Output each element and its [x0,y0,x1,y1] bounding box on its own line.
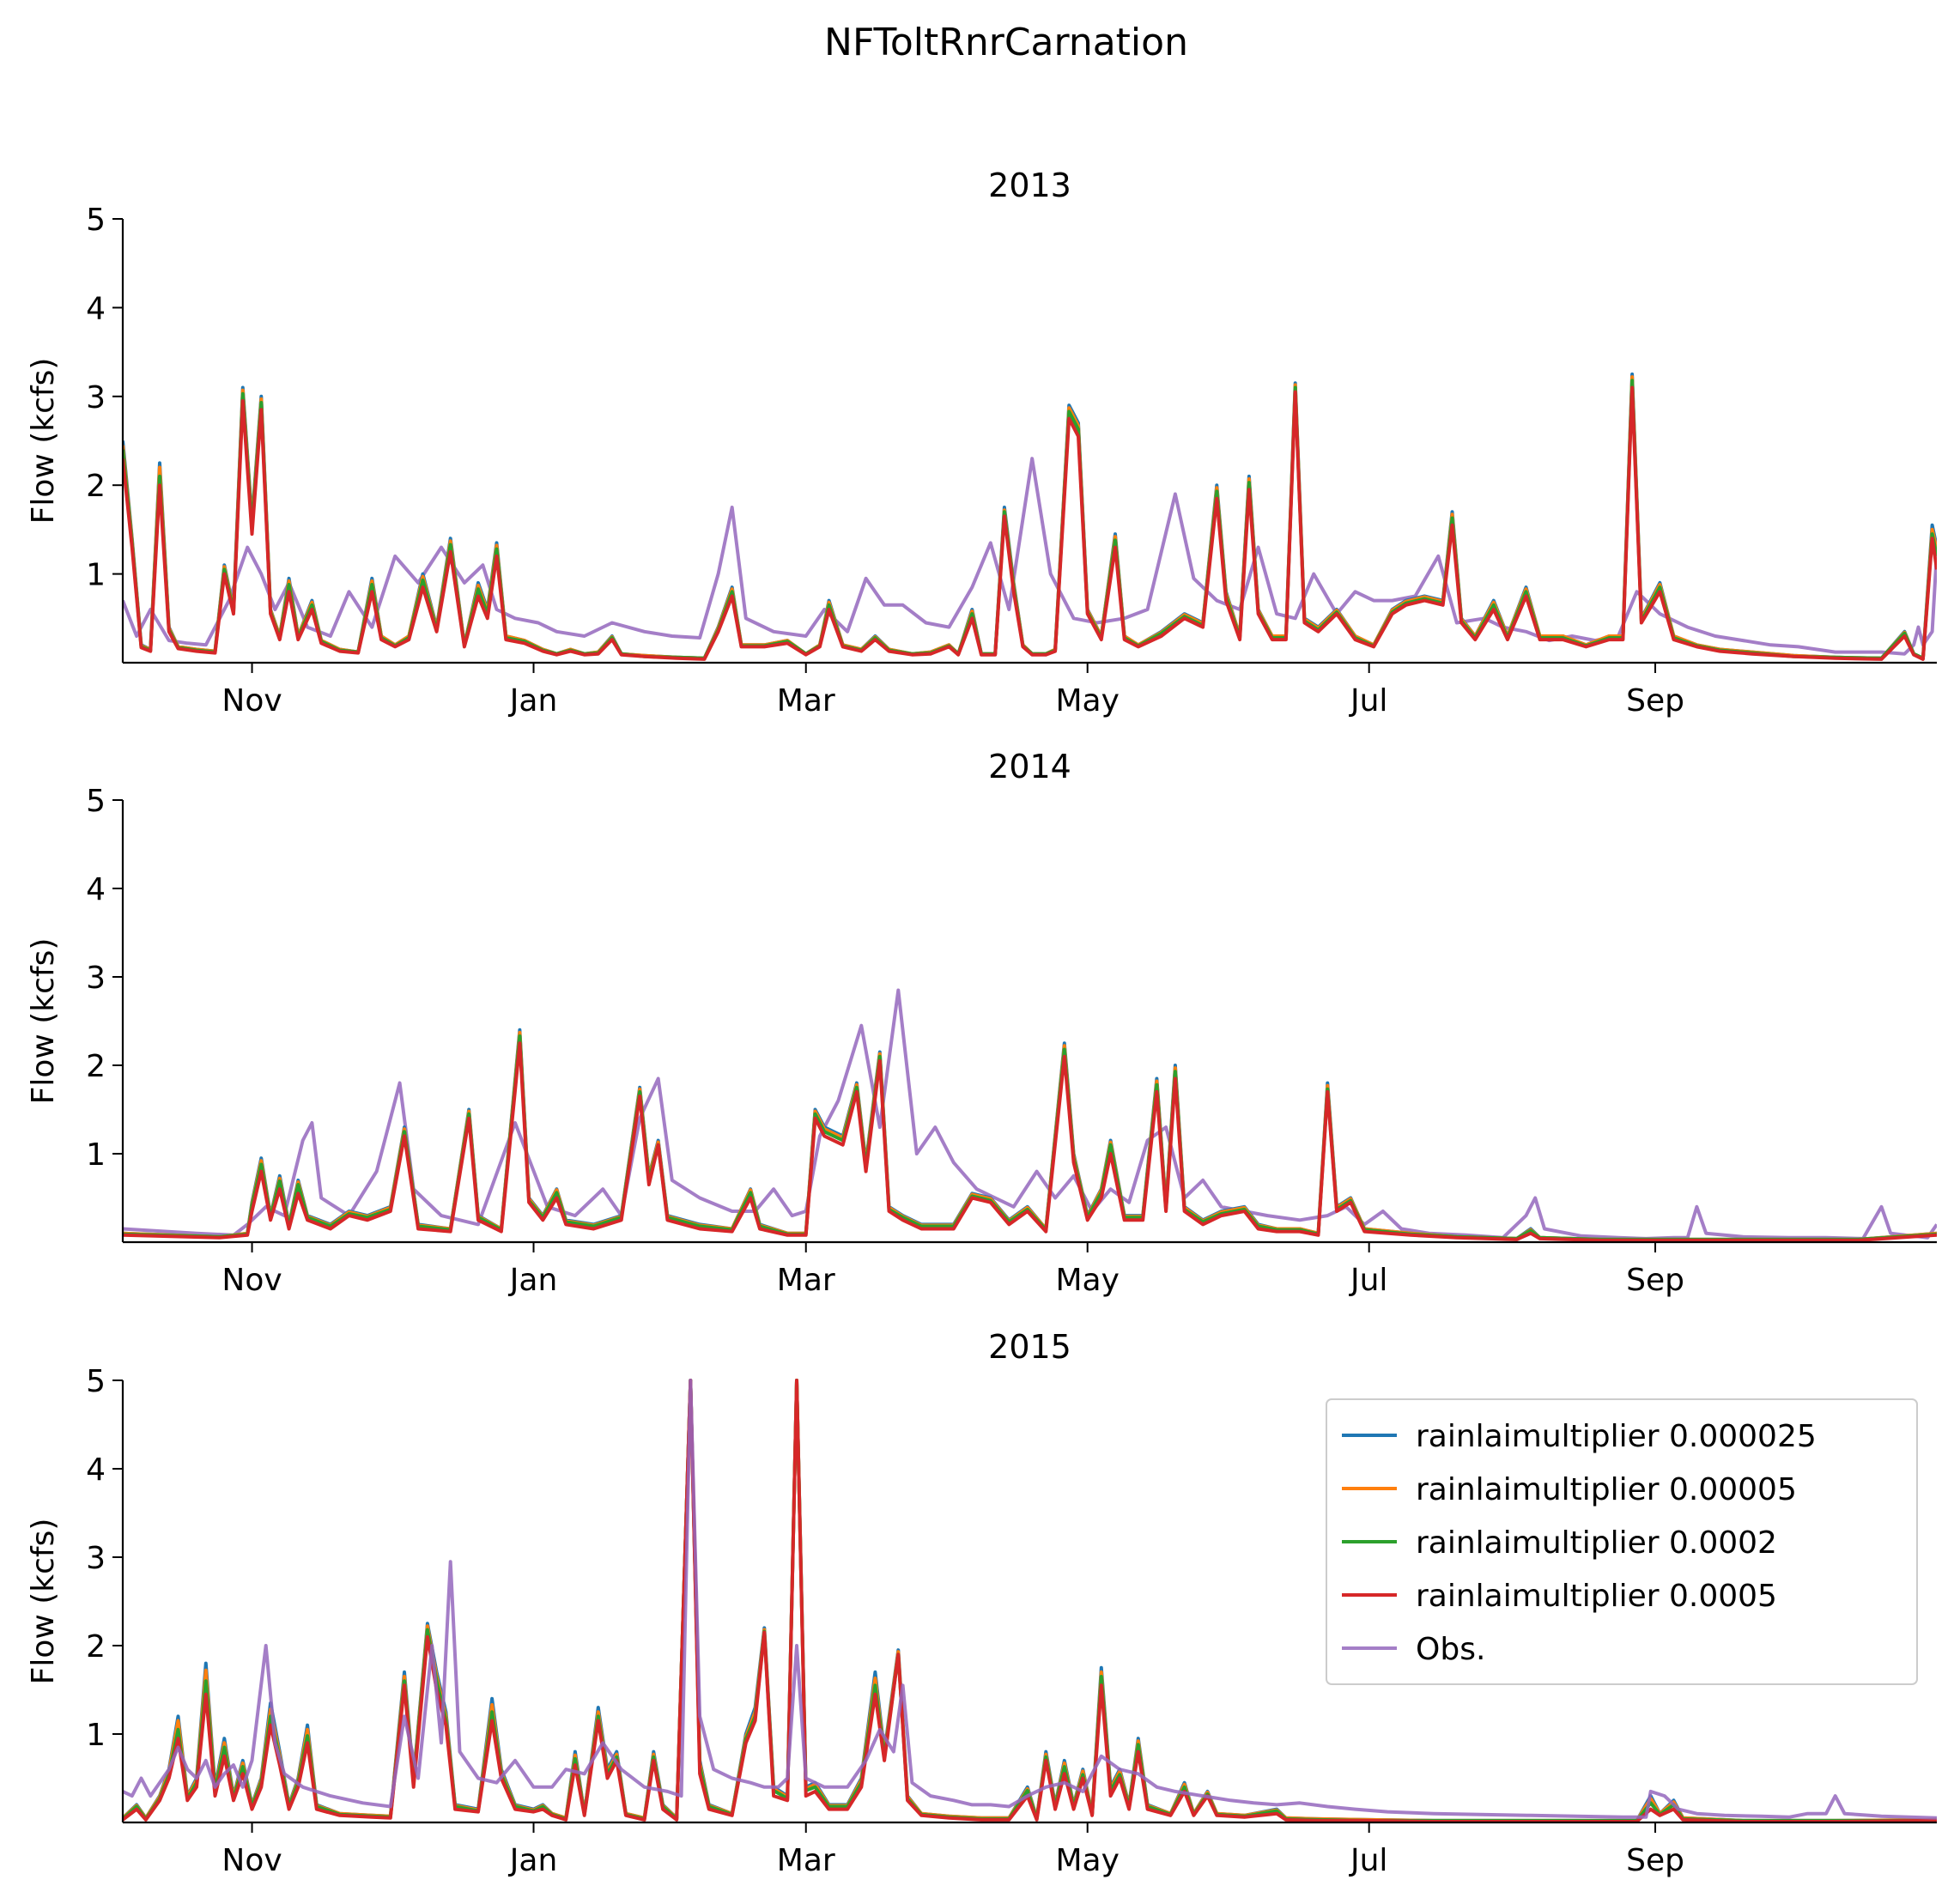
legend-label: rainlaimultiplier 0.00005 [1416,1472,1797,1507]
y-tick-label: 2 [86,469,106,504]
legend-label: rainlaimultiplier 0.0002 [1416,1525,1777,1561]
x-tick-label: Sep [1626,683,1684,719]
x-tick-label: Jan [508,1843,558,1878]
y-tick-label: 5 [86,1364,106,1399]
legend-label: rainlaimultiplier 0.0005 [1416,1579,1777,1614]
legend-label: rainlaimultiplier 0.000025 [1416,1419,1817,1454]
series-line-obs- [123,457,1937,656]
series-line-rainlaimultiplier-0-0005 [123,1379,1937,1822]
x-tick-label: Mar [777,1843,835,1878]
series-group [123,372,1937,661]
y-tick-label: 2 [86,1049,106,1084]
x-tick-label: Sep [1626,1843,1684,1878]
series-line-obs- [123,1379,1937,1820]
series-group [123,988,1937,1242]
x-tick-label: Jul [1349,1843,1387,1878]
series-line-rainlaimultiplier-0-0005 [123,385,1937,661]
series-line-obs- [123,988,1937,1240]
y-axis-label: Flow (kcfs) [26,358,61,525]
y-tick-label: 3 [86,961,106,996]
x-tick-label: Sep [1626,1263,1684,1298]
subplot-2014: 2014 Flow (kcfs) 1 2 3 4 5 Nov Jan Mar May Jul Sep [26,748,1937,1298]
y-tick-label: 4 [86,1452,106,1488]
subplot-2013: 2013 Flow (kcfs) 1 2 3 4 5 Nov Jan Mar May Jul Sep [26,167,1937,719]
y-tick-label: 1 [86,1137,106,1173]
subplot-title: 2015 [988,1328,1071,1366]
x-tick-label: Jan [508,683,558,719]
x-tick-label: May [1055,1263,1119,1298]
y-tick-label: 5 [86,784,106,819]
x-tick-label: Mar [777,1263,835,1298]
y-tick-label: 1 [86,558,106,593]
y-axis-label: Flow (kcfs) [26,1519,61,1685]
legend-box [1326,1398,1918,1685]
x-tick-label: Jul [1349,683,1387,719]
y-tick-label: 2 [86,1629,106,1664]
y-axis-label: Flow (kcfs) [26,938,61,1105]
x-tick-label: Jan [508,1263,558,1298]
y-tick-label: 4 [86,872,106,907]
y-tick-label: 3 [86,380,106,415]
x-tick-label: May [1055,1843,1119,1878]
legend-label: Obs. [1416,1632,1485,1667]
series-line-rainlaimultiplier-0-0005 [123,1041,1937,1242]
legend: rainlaimultiplier 0.000025 rainlaimultipl… [1326,1398,1918,1685]
figure-title: NFToltRnrCarnation [824,21,1188,64]
y-tick-label: 3 [86,1541,106,1576]
x-tick-label: Nov [221,1263,282,1298]
x-tick-label: May [1055,683,1119,719]
y-tick-label: 5 [86,203,106,238]
series-group [123,1379,1937,1822]
y-tick-label: 1 [86,1718,106,1753]
x-tick-label: Mar [777,683,835,719]
y-tick-label: 4 [86,291,106,326]
x-tick-label: Jul [1349,1263,1387,1298]
subplot-2015: 2015 Flow (kcfs) 1 2 3 4 5 Nov Jan Mar May Jul Sep ra… [26,1328,1937,1878]
x-tick-label: Nov [221,683,282,719]
subplot-title: 2014 [988,748,1071,785]
subplot-title: 2013 [988,167,1071,204]
x-tick-label: Nov [221,1843,282,1878]
